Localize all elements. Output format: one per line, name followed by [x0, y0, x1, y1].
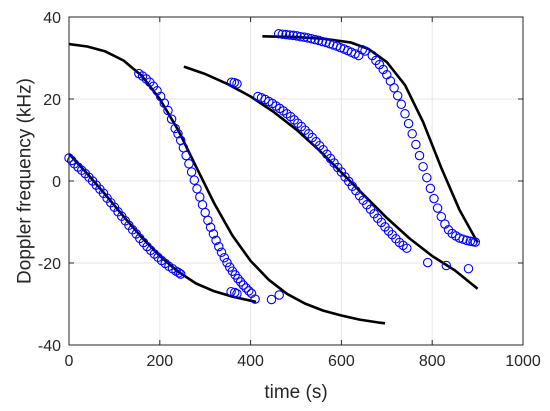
data-point	[195, 192, 205, 202]
data-point	[66, 155, 77, 166]
model-curve	[262, 35, 479, 244]
x-axis-label: time (s)	[264, 382, 327, 403]
data-point	[233, 273, 243, 284]
data-point	[470, 237, 481, 247]
data-point	[174, 268, 184, 278]
x-tick-label: 800	[419, 353, 446, 370]
data-point	[197, 200, 208, 210]
data-point	[184, 159, 194, 169]
data-point	[414, 150, 425, 161]
data-point	[205, 222, 216, 233]
data-point	[244, 286, 254, 296]
data-point	[295, 31, 306, 42]
data-point	[232, 79, 242, 89]
data-point	[360, 46, 370, 56]
x-tick-label: 1000	[505, 353, 541, 370]
data-point	[422, 257, 433, 268]
data-point	[429, 193, 439, 204]
model-curves	[68, 35, 479, 325]
data-point	[173, 129, 183, 139]
x-axis-ticks: 0 200 400 600 800 1000	[65, 17, 541, 370]
data-point	[216, 247, 227, 258]
data-point	[281, 29, 291, 40]
data-point	[403, 118, 414, 129]
data-point	[367, 50, 378, 61]
data-point	[418, 161, 428, 172]
data-point	[400, 109, 410, 119]
data-point	[300, 125, 310, 135]
data-point	[463, 263, 474, 274]
y-tick-label: 0	[52, 174, 61, 191]
data-point	[441, 260, 452, 271]
data-point	[98, 188, 109, 199]
data-point	[436, 211, 447, 222]
data-point	[166, 114, 177, 124]
data-point	[214, 241, 224, 252]
data-point	[235, 277, 246, 287]
data-point	[186, 167, 197, 177]
y-tick-label: 40	[43, 10, 61, 27]
data-point	[250, 294, 260, 304]
data-point	[293, 118, 303, 128]
data-point	[189, 175, 200, 185]
data-point	[238, 280, 249, 290]
data-point	[274, 290, 284, 300]
data-point	[288, 30, 299, 41]
y-axis-ticks: -40 -20 0 20 40	[38, 10, 523, 355]
data-point	[284, 30, 295, 40]
data-point	[241, 283, 251, 293]
data-point	[432, 203, 443, 213]
data-point	[317, 36, 328, 47]
data-point	[266, 294, 277, 305]
data-point	[200, 207, 210, 218]
data-point	[219, 252, 230, 263]
data-point	[192, 184, 202, 194]
data-point	[422, 172, 432, 183]
data-point	[299, 32, 309, 42]
data-point	[163, 105, 173, 116]
data-point	[306, 33, 317, 44]
x-tick-label: 0	[65, 353, 74, 370]
data-point	[273, 29, 284, 39]
data-point	[181, 150, 191, 161]
data-point	[171, 266, 181, 276]
data-point	[425, 183, 436, 194]
data-point	[407, 129, 417, 139]
data-point	[232, 289, 242, 299]
data-point	[203, 215, 213, 226]
data-point	[402, 243, 412, 253]
data-point	[343, 176, 354, 187]
y-tick-label: -40	[38, 338, 61, 355]
model-curve	[68, 42, 386, 325]
x-tick-label: 400	[237, 353, 264, 370]
data-point	[208, 229, 219, 239]
x-tick-label: 200	[146, 353, 173, 370]
data-point	[159, 98, 170, 108]
y-tick-label: 20	[43, 92, 61, 109]
data-point	[411, 139, 421, 150]
grid-lines	[68, 16, 524, 346]
y-axis-label: Doppler frequency (kHz)	[15, 78, 36, 284]
data-point	[310, 34, 320, 45]
data-point	[175, 269, 186, 279]
data-point	[229, 287, 240, 298]
measured-points	[64, 29, 481, 305]
data-point	[392, 90, 403, 101]
y-tick-label: -20	[38, 256, 61, 273]
data-point	[336, 167, 347, 177]
data-point	[277, 29, 288, 39]
x-tick-label: 600	[328, 353, 355, 370]
data-point	[170, 123, 180, 134]
data-point	[396, 99, 407, 110]
data-point	[292, 31, 302, 41]
data-point	[226, 286, 236, 297]
data-point	[289, 115, 299, 125]
data-point	[211, 235, 221, 246]
data-point	[389, 83, 399, 93]
data-point	[303, 33, 313, 43]
